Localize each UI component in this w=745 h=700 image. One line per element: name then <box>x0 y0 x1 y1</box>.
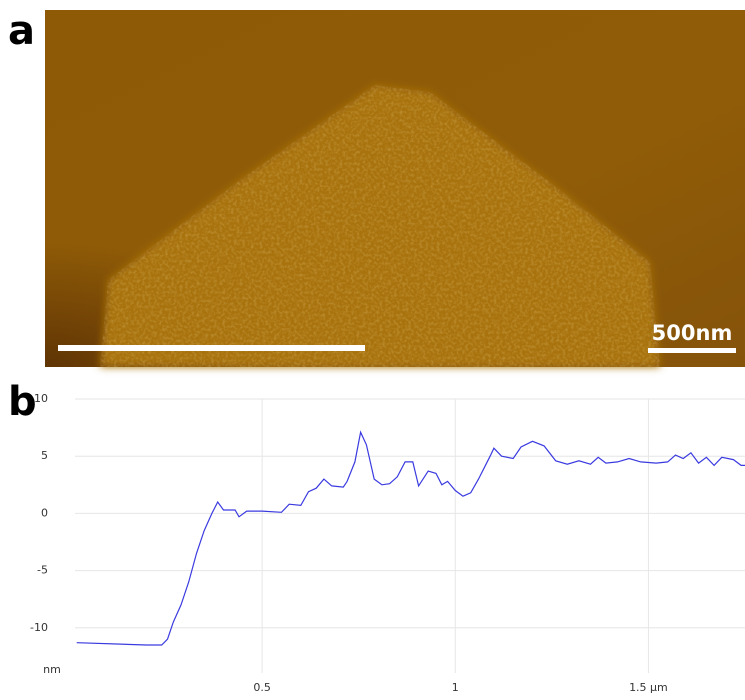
y-axis-label: nm <box>43 663 61 676</box>
profile-line <box>77 432 745 645</box>
scale-bar <box>648 348 736 353</box>
panel-label: b <box>8 379 37 425</box>
panel-label: a <box>8 8 35 54</box>
x-tick-label: 0.5 <box>253 681 271 694</box>
x-tick-label: 1 <box>452 681 459 694</box>
scale-line <box>58 345 365 351</box>
y-tick-label: 10 <box>34 392 48 405</box>
y-tick-label: 5 <box>41 449 48 462</box>
x-tick-label: 1.5 μm <box>629 681 668 694</box>
scale-label: 500nm <box>652 321 733 345</box>
y-tick-label: 0 <box>41 506 48 519</box>
afm-image: 500nm <box>45 10 745 367</box>
y-tick-label: -10 <box>30 621 48 634</box>
figure: 500nm a b nm 10 5 0 -5 -10 0.5 1 1.5 μm <box>0 0 745 696</box>
y-tick-label: -5 <box>37 564 48 577</box>
